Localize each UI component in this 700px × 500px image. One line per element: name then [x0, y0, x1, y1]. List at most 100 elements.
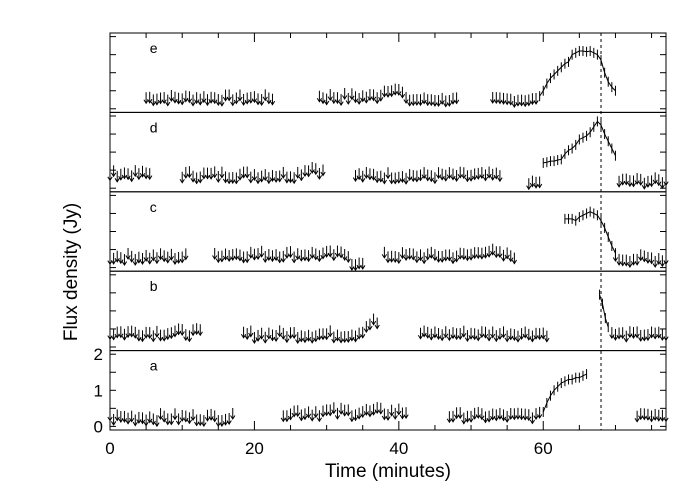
upper-limit-head — [634, 417, 640, 423]
upper-limit-head — [360, 97, 366, 103]
upper-limit-marker — [450, 92, 456, 105]
upper-limit-head — [186, 419, 193, 425]
upper-limit-marker — [381, 408, 388, 421]
upper-limit-head — [255, 337, 261, 342]
upper-limit-marker — [392, 172, 398, 185]
upper-limit-head — [132, 421, 138, 427]
y-tick-label: 0 — [94, 417, 103, 436]
upper-limit-head — [443, 176, 449, 182]
upper-limit-marker — [428, 170, 434, 183]
upper-limit-head — [439, 100, 445, 105]
upper-limit-head — [461, 174, 467, 180]
upper-limit-marker — [493, 330, 499, 343]
upper-limit-marker — [237, 89, 243, 102]
upper-limit-marker — [175, 251, 182, 264]
upper-limit-head — [150, 420, 156, 426]
upper-limit-head — [360, 178, 366, 183]
upper-limit-marker — [468, 410, 474, 423]
upper-limit-head — [399, 414, 406, 420]
upper-limit-head — [154, 259, 160, 265]
upper-limit-head — [331, 409, 337, 415]
upper-limit-head — [291, 334, 297, 339]
upper-limit-marker — [107, 328, 113, 341]
upper-limit-head — [663, 336, 669, 342]
upper-limit-head — [143, 257, 149, 262]
upper-limit-head — [414, 258, 420, 264]
upper-limit-marker — [439, 329, 445, 342]
upper-limit-head — [204, 417, 211, 422]
upper-limit-head — [107, 176, 113, 182]
upper-limit-marker — [212, 166, 218, 179]
upper-limit-head — [302, 338, 308, 344]
upper-limit-marker — [464, 410, 471, 423]
upper-limit-marker — [385, 85, 391, 98]
upper-limit-marker — [352, 259, 359, 272]
upper-limit-marker — [493, 167, 499, 180]
x-tick-label: 40 — [389, 439, 408, 458]
upper-limit-head — [403, 256, 409, 262]
upper-limit-head — [129, 177, 135, 183]
upper-limit-marker — [110, 328, 117, 341]
upper-limit-head — [352, 266, 359, 272]
upper-limit-head — [482, 333, 489, 339]
upper-limit-head — [147, 334, 153, 339]
upper-limit-head — [175, 259, 182, 264]
upper-limit-marker — [396, 403, 402, 416]
upper-limit-marker — [201, 91, 207, 104]
upper-limit-head — [446, 174, 453, 180]
upper-limit-head — [345, 338, 351, 343]
upper-limit-head — [338, 410, 344, 415]
upper-limit-head — [316, 257, 323, 263]
upper-limit-head — [363, 328, 369, 334]
upper-limit-marker — [172, 408, 178, 421]
upper-limit-marker — [284, 171, 290, 184]
upper-limit-head — [500, 416, 507, 422]
upper-limit-head — [323, 335, 330, 341]
upper-limit-head — [183, 417, 189, 423]
panel-frame — [109, 270, 667, 352]
upper-limit-head — [403, 414, 409, 420]
upper-limit-head — [425, 334, 431, 339]
upper-limit-marker — [269, 93, 276, 106]
upper-limit-head — [129, 258, 135, 263]
upper-limit-head — [219, 173, 225, 179]
upper-limit-head — [370, 96, 377, 102]
upper-limit-marker — [320, 92, 326, 105]
upper-limit-head — [435, 174, 442, 180]
upper-limit-head — [421, 259, 427, 265]
upper-limit-marker — [277, 325, 283, 338]
upper-limit-head — [165, 420, 171, 426]
upper-limit-marker — [464, 170, 471, 183]
upper-limit-marker — [493, 409, 499, 422]
upper-limit-head — [356, 100, 362, 105]
upper-limit-marker — [410, 94, 416, 107]
upper-limit-head — [482, 176, 489, 182]
upper-limit-marker — [208, 91, 214, 104]
upper-limit-head — [295, 174, 301, 179]
upper-limit-marker — [251, 169, 258, 182]
upper-limit-marker — [107, 409, 113, 422]
upper-limit-head — [327, 332, 333, 338]
upper-limit-marker — [316, 167, 323, 180]
upper-limit-marker — [378, 89, 384, 102]
upper-limit-marker — [453, 250, 460, 263]
upper-limit-head — [453, 414, 460, 420]
upper-limit-head — [352, 416, 359, 422]
upper-limit-marker — [526, 94, 532, 107]
upper-limit-marker — [486, 410, 492, 423]
upper-limit-head — [656, 260, 662, 265]
upper-limit-marker — [161, 92, 167, 105]
upper-limit-marker — [255, 172, 261, 185]
upper-limit-head — [262, 176, 268, 182]
upper-limit-marker — [648, 410, 655, 423]
panel-label: d — [150, 119, 158, 135]
upper-limit-marker — [273, 249, 279, 262]
upper-limit-head — [486, 253, 492, 258]
upper-limit-marker — [233, 92, 239, 105]
upper-limit-head — [230, 256, 236, 262]
upper-limit-head — [284, 254, 290, 259]
upper-limit-head — [197, 178, 203, 184]
upper-limit-head — [663, 260, 669, 265]
upper-limit-head — [280, 174, 286, 179]
x-tick-label: 60 — [534, 439, 553, 458]
